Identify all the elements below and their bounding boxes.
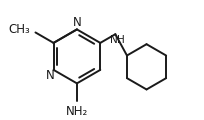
Text: CH₃: CH₃ bbox=[9, 23, 30, 36]
Text: NH₂: NH₂ bbox=[66, 105, 88, 118]
Text: N: N bbox=[46, 69, 54, 82]
Text: N: N bbox=[110, 35, 118, 45]
Text: H: H bbox=[117, 35, 125, 45]
Text: N: N bbox=[73, 16, 81, 29]
